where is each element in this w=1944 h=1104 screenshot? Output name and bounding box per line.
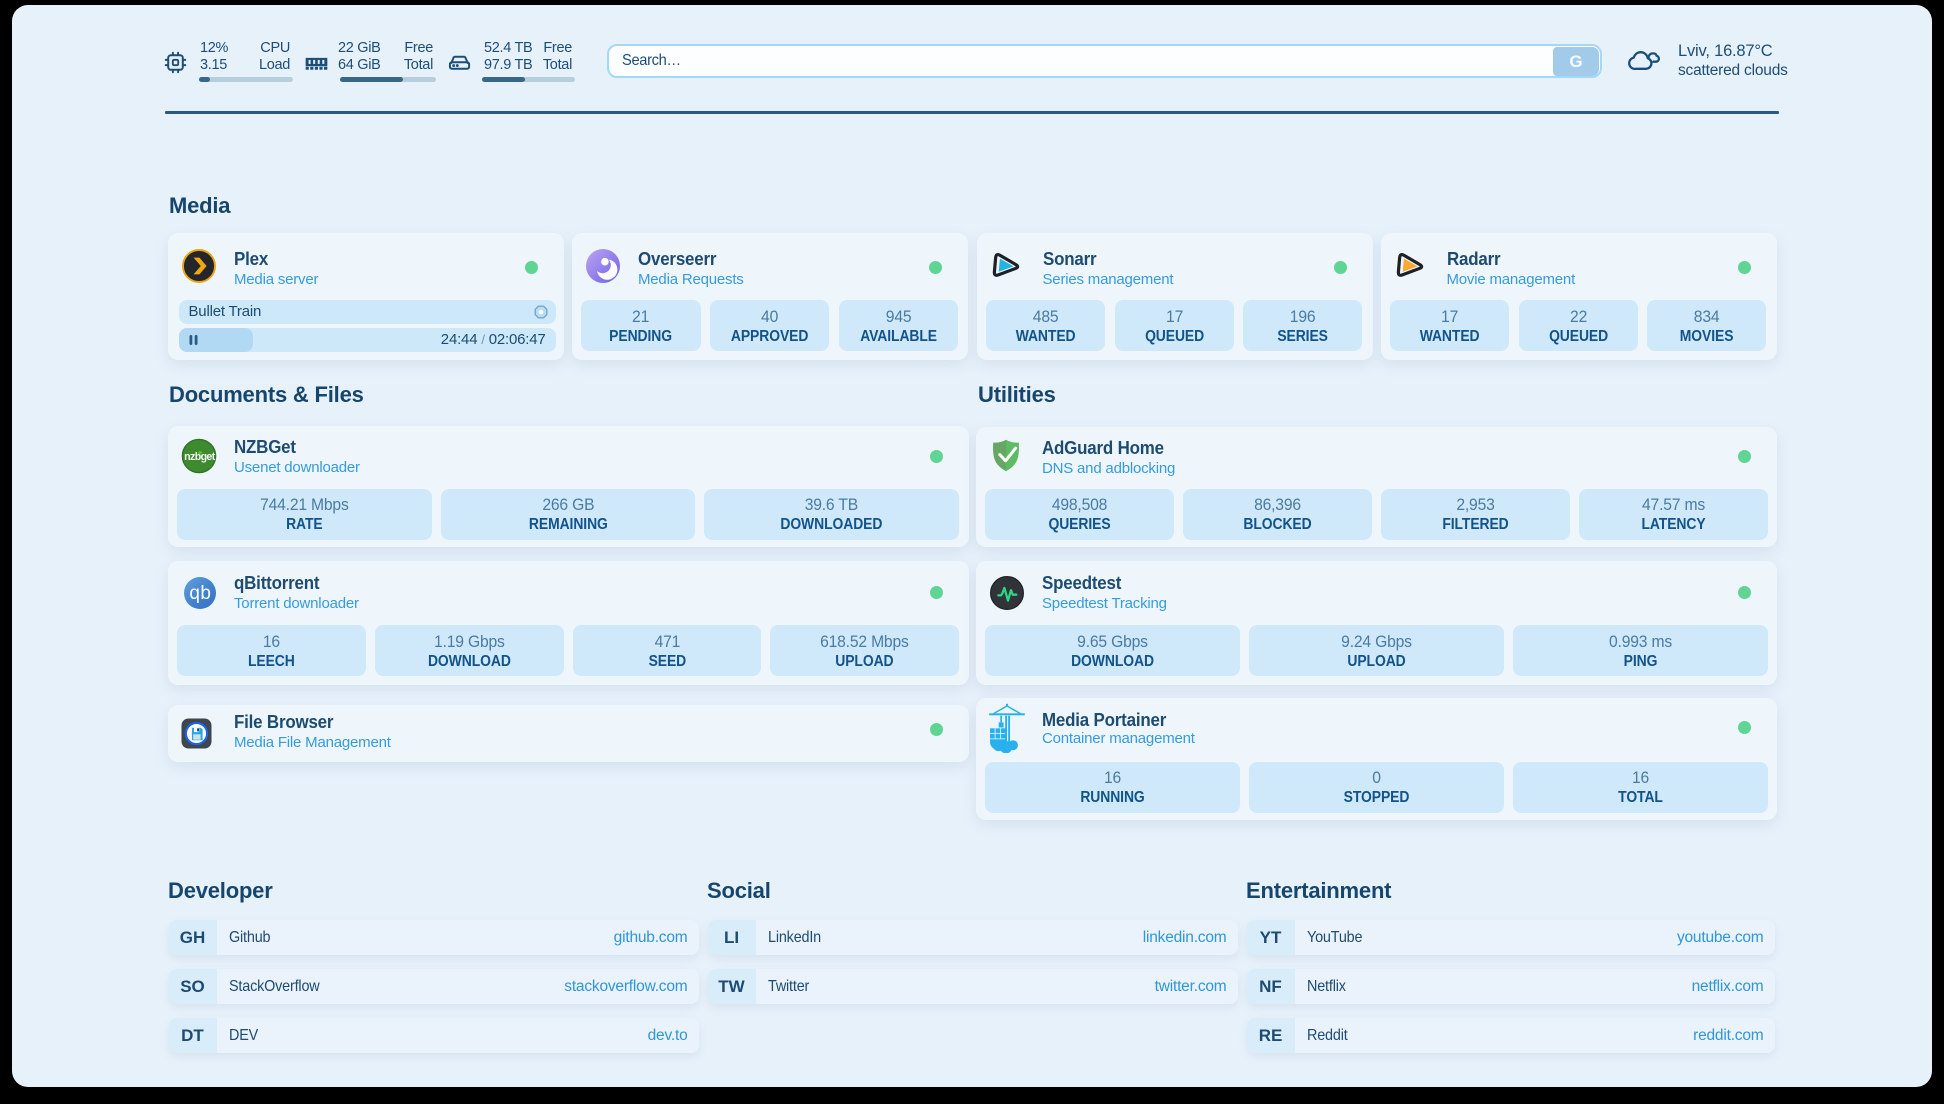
svg-text:qb: qb	[189, 583, 211, 604]
svg-text:nzbget: nzbget	[184, 451, 216, 463]
